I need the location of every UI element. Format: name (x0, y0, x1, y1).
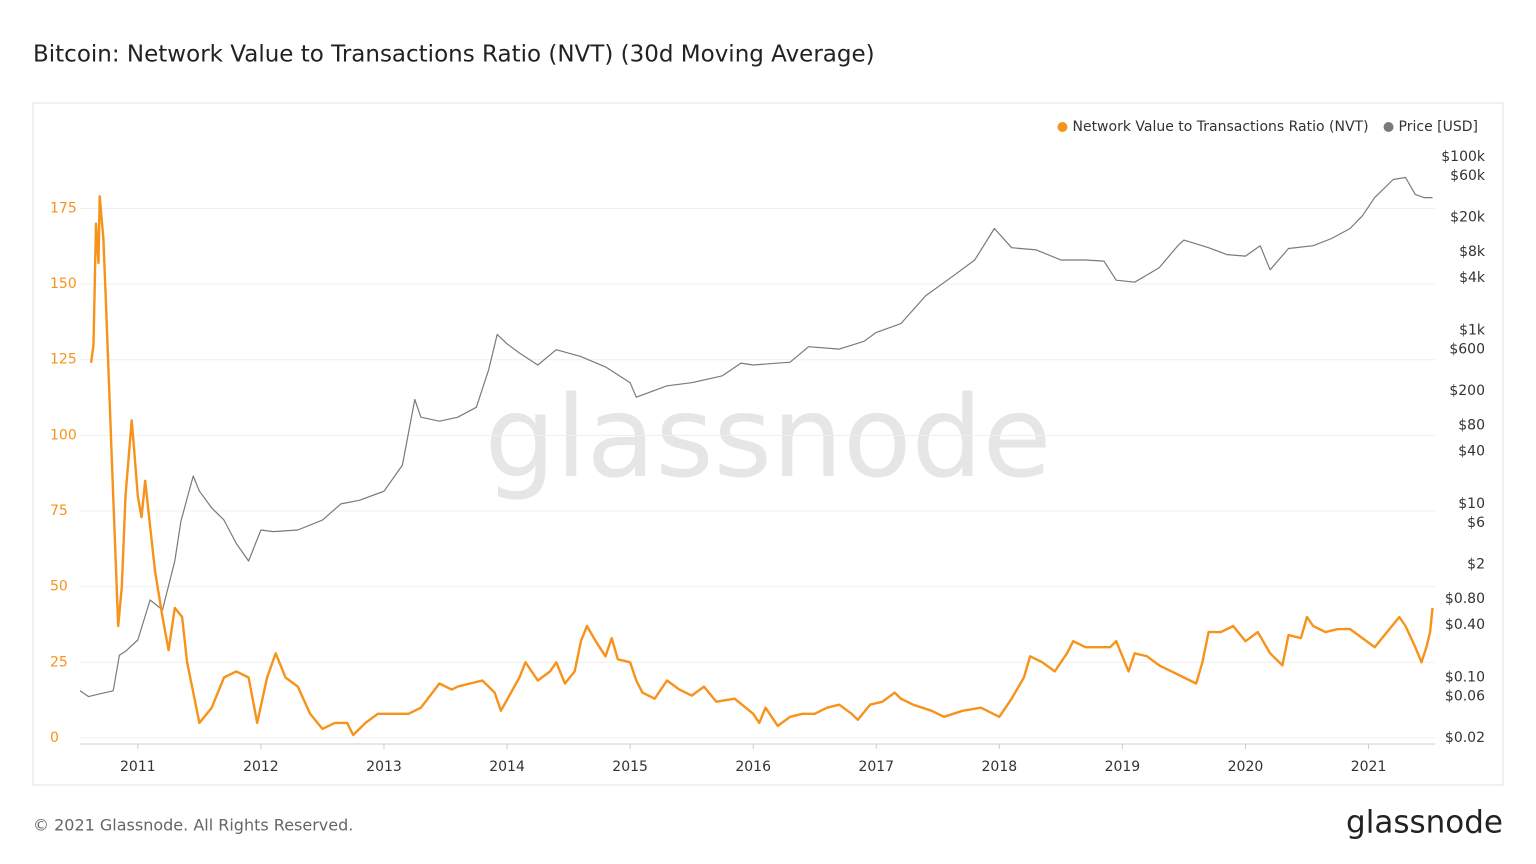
y2-tick-label: $0.40 (1445, 617, 1485, 633)
y2-tick-label: $0.80 (1445, 591, 1485, 607)
y-tick-label: 100 (50, 427, 77, 443)
series-line (79, 176, 1433, 698)
y2-tick-label: $6 (1467, 515, 1485, 531)
x-tick-label: 2011 (120, 759, 156, 775)
y-tick-label: 0 (50, 730, 59, 746)
y-tick-label: 75 (50, 503, 68, 519)
x-tick-label: 2013 (366, 759, 402, 775)
y2-tick-label: $2 (1467, 557, 1485, 573)
y2-tick-label: $4k (1459, 270, 1486, 286)
x-tick-label: 2018 (982, 759, 1018, 775)
watermark: glassnode (484, 373, 1051, 503)
x-tick-label: 2017 (858, 759, 894, 775)
y-tick-label: 175 (50, 200, 77, 216)
y2-tick-label: $0.02 (1445, 730, 1485, 746)
legend-marker (1383, 122, 1394, 132)
x-tick-label: 2012 (243, 759, 279, 775)
logo: glassnode (1346, 805, 1503, 841)
x-tick-label: 2015 (612, 759, 648, 775)
y-tick-label: 50 (50, 579, 68, 595)
y-tick-label: 25 (50, 654, 68, 670)
legend-marker (1057, 122, 1068, 132)
y2-tick-label: $200 (1449, 383, 1485, 399)
chart-frame (32, 102, 1504, 786)
x-tick-label: 2016 (735, 759, 771, 775)
y2-tick-label: $0.10 (1445, 669, 1485, 685)
y2-tick-label: $20k (1450, 210, 1486, 226)
series-line (89, 195, 1434, 737)
x-tick-label: 2019 (1105, 759, 1141, 775)
y2-tick-label: $1k (1459, 322, 1486, 338)
y-tick-label: 150 (50, 276, 77, 292)
y-tick-label: 125 (50, 352, 77, 368)
footer: © 2021 Glassnode. All Rights Reserved. (33, 816, 353, 835)
chart-title: Bitcoin: Network Value to Transactions R… (33, 42, 875, 68)
y2-tick-label: $80 (1458, 418, 1485, 434)
x-tick-label: 2021 (1351, 759, 1387, 775)
x-tick-label: 2014 (489, 759, 525, 775)
y2-tick-label: $0.06 (1445, 689, 1485, 705)
legend-label: Price [USD] (1399, 119, 1478, 135)
legend-label: Network Value to Transactions Ratio (NVT… (1072, 119, 1368, 135)
y2-tick-label: $10 (1458, 496, 1485, 512)
y2-tick-label: $100k (1441, 149, 1486, 165)
y2-tick-label: $600 (1449, 342, 1485, 358)
y2-tick-label: $40 (1458, 444, 1485, 460)
y2-tick-label: $60k (1450, 168, 1486, 184)
y2-tick-label: $8k (1459, 244, 1486, 260)
x-tick-label: 2020 (1228, 759, 1264, 775)
